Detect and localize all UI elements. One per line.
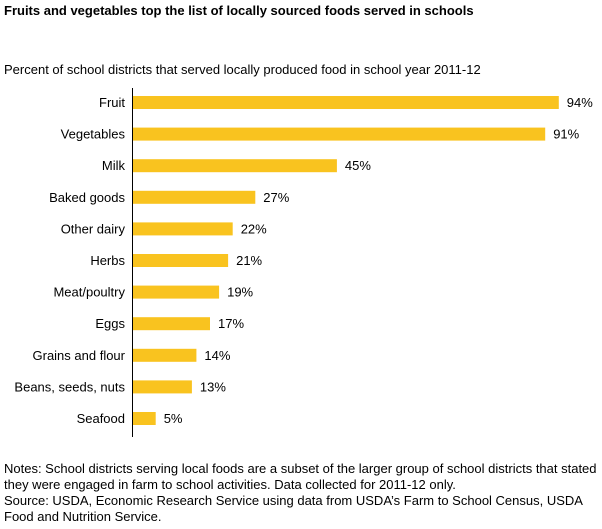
data-label: 45%	[345, 158, 371, 173]
bar-beans-seeds-nuts	[133, 380, 192, 394]
category-label: Herbs	[90, 253, 125, 268]
chart-notes: Notes: School districts serving local fo…	[4, 461, 600, 525]
bar-other-dairy	[133, 222, 233, 236]
bar-seafood	[133, 412, 156, 425]
data-label: 17%	[218, 316, 244, 331]
category-label: Milk	[102, 158, 126, 173]
bar-fruit	[133, 96, 559, 109]
bar-herbs	[133, 254, 229, 267]
data-label: 27%	[263, 190, 289, 205]
bar-meat-poultry	[133, 285, 220, 299]
category-label: Eggs	[95, 316, 125, 331]
category-label: Seafood	[77, 411, 125, 426]
category-label: Meat/poultry	[53, 285, 125, 300]
data-label: 21%	[236, 253, 262, 268]
bar-vegetables	[133, 127, 546, 141]
bar-baked-goods	[133, 190, 256, 204]
data-label: 5%	[164, 411, 183, 426]
bar-grains-and-flour	[133, 348, 197, 362]
bar-eggs	[133, 317, 210, 331]
category-label: Baked goods	[49, 190, 125, 205]
data-label: 19%	[227, 285, 253, 300]
chart-title: Fruits and vegetables top the list of lo…	[4, 3, 474, 18]
source-text: Source: USDA, Economic Research Service …	[4, 493, 583, 524]
data-label: 14%	[204, 348, 230, 363]
data-label: 22%	[241, 221, 267, 236]
data-label: 13%	[200, 379, 226, 394]
category-label: Grains and flour	[33, 348, 126, 363]
notes-text: Notes: School districts serving local fo…	[4, 461, 597, 492]
category-label: Fruit	[99, 95, 125, 110]
data-label: 94%	[567, 95, 593, 110]
bar-milk	[133, 159, 337, 173]
data-label: 91%	[553, 127, 579, 142]
category-label: Beans, seeds, nuts	[14, 379, 125, 394]
category-label: Vegetables	[61, 127, 126, 142]
category-label: Other dairy	[61, 221, 126, 236]
chart-subtitle: Percent of school districts that served …	[4, 62, 481, 77]
